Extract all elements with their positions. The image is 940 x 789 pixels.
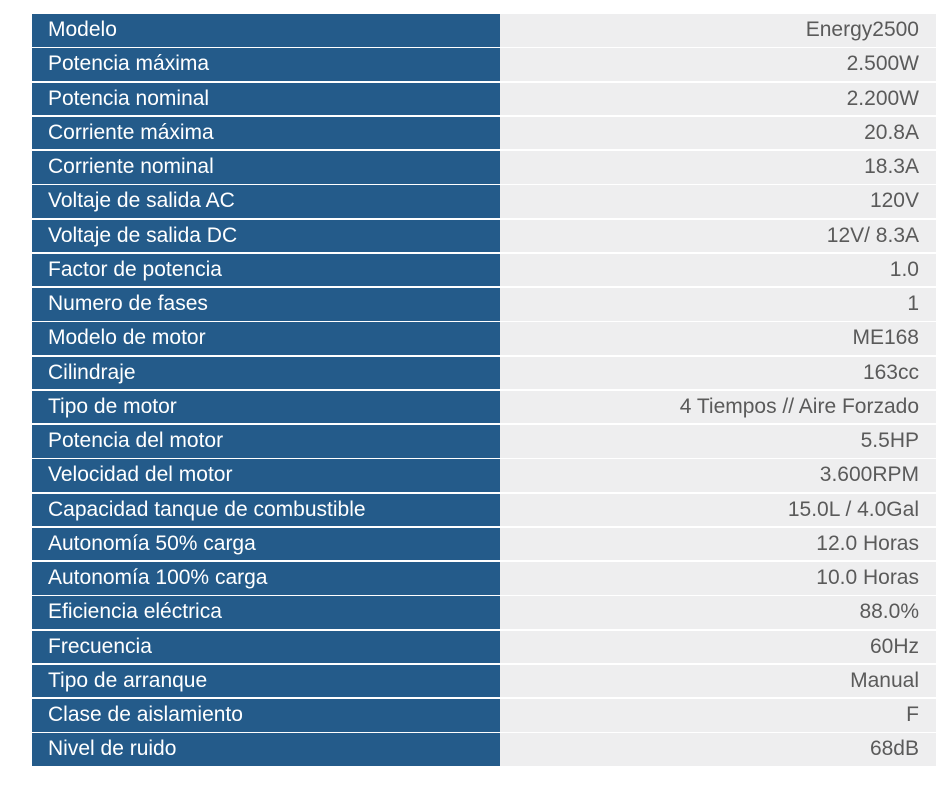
spec-label: Clase de aislamiento (32, 699, 500, 732)
spec-value: 18.3A (500, 151, 936, 184)
spec-value: 68dB (500, 733, 936, 766)
spec-row: Potencia máxima 2.500W (32, 48, 936, 81)
spec-value: Energy2500 (500, 14, 936, 47)
spec-row: Capacidad tanque de combustible 15.0L / 4… (32, 493, 936, 527)
spec-value: ME168 (500, 322, 936, 355)
spec-row: Modelo Energy2500 (32, 14, 936, 47)
spec-label: Autonomía 50% carga (32, 527, 500, 561)
spec-label: Corriente máxima (32, 116, 500, 150)
spec-value: 3.600RPM (500, 459, 936, 492)
spec-label: Frecuencia (32, 630, 500, 664)
spec-row: Voltaje de salida AC 120V (32, 185, 936, 218)
spec-label: Capacidad tanque de combustible (32, 493, 500, 527)
spec-value: 12.0 Horas (500, 527, 936, 561)
spec-row: Numero de fases 1 (32, 288, 936, 321)
spec-label: Voltaje de salida AC (32, 185, 500, 218)
spec-label: Modelo (32, 14, 500, 47)
spec-label: Nivel de ruido (32, 733, 500, 766)
spec-row: Factor de potencia 1.0 (32, 253, 936, 287)
spec-value: 1 (500, 288, 936, 321)
spec-table: Modelo Energy2500 Potencia máxima 2.500W Pot… (32, 14, 936, 768)
spec-value: 2.500W (500, 48, 936, 81)
spec-value: 15.0L / 4.0Gal (500, 493, 936, 527)
spec-row: Corriente máxima 20.8A (32, 116, 936, 150)
spec-value: 20.8A (500, 116, 936, 150)
spec-row: Cilindraje 163cc (32, 356, 936, 390)
spec-row: Tipo de arranque Manual (32, 664, 936, 698)
spec-row: Frecuencia 60Hz (32, 630, 936, 664)
spec-row: Voltaje de salida DC 12V/ 8.3A (32, 219, 936, 253)
spec-row: Velocidad del motor 3.600RPM (32, 459, 936, 492)
spec-label: Tipo de motor (32, 390, 500, 424)
spec-label: Modelo de motor (32, 322, 500, 355)
spec-label: Velocidad del motor (32, 459, 500, 492)
spec-label: Voltaje de salida DC (32, 219, 500, 253)
spec-value: 5.5HP (500, 425, 936, 458)
spec-label: Numero de fases (32, 288, 500, 321)
spec-row: Modelo de motor ME168 (32, 322, 936, 355)
spec-row: Tipo de motor 4 Tiempos // Aire Forzado (32, 390, 936, 424)
spec-label: Autonomía 100% carga (32, 562, 500, 595)
spec-row: Corriente nominal 18.3A (32, 151, 936, 184)
spec-label: Potencia nominal (32, 82, 500, 116)
spec-value: 1.0 (500, 253, 936, 287)
spec-value: 60Hz (500, 630, 936, 664)
spec-value: Manual (500, 664, 936, 698)
spec-label: Eficiencia eléctrica (32, 596, 500, 629)
spec-value: F (500, 699, 936, 732)
spec-row: Autonomía 100% carga 10.0 Horas (32, 562, 936, 595)
spec-label: Cilindraje (32, 356, 500, 390)
spec-label: Potencia máxima (32, 48, 500, 81)
spec-value: 12V/ 8.3A (500, 219, 936, 253)
spec-value: 4 Tiempos // Aire Forzado (500, 390, 936, 424)
spec-label: Tipo de arranque (32, 664, 500, 698)
spec-label: Corriente nominal (32, 151, 500, 184)
spec-value: 163cc (500, 356, 936, 390)
spec-row: Clase de aislamiento F (32, 699, 936, 732)
spec-row: Nivel de ruido 68dB (32, 733, 936, 766)
spec-label: Potencia del motor (32, 425, 500, 458)
spec-row: Eficiencia eléctrica 88.0% (32, 596, 936, 629)
spec-label: Factor de potencia (32, 253, 500, 287)
spec-value: 88.0% (500, 596, 936, 629)
spec-row: Autonomía 50% carga 12.0 Horas (32, 527, 936, 561)
spec-row: Potencia del motor 5.5HP (32, 425, 936, 458)
spec-value: 120V (500, 185, 936, 218)
spec-row: Potencia nominal 2.200W (32, 82, 936, 116)
spec-value: 2.200W (500, 82, 936, 116)
spec-value: 10.0 Horas (500, 562, 936, 595)
